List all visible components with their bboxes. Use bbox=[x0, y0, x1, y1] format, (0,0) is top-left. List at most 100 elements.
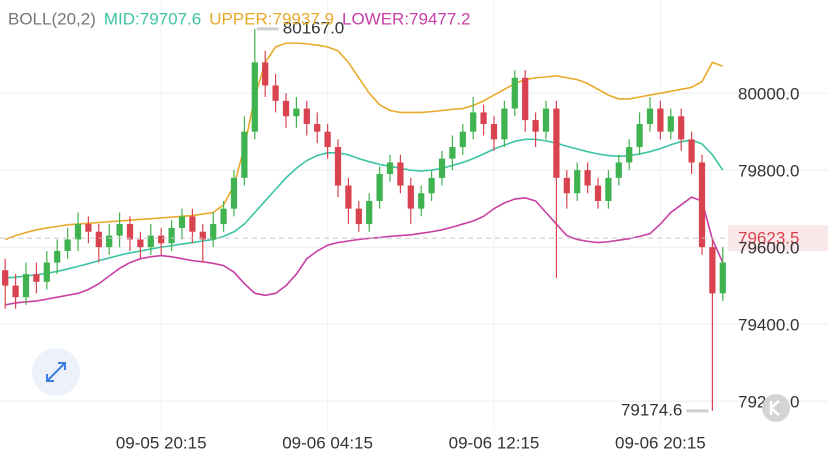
candle-body bbox=[303, 108, 310, 124]
candle-body bbox=[719, 262, 726, 294]
candle-body bbox=[189, 216, 196, 232]
candle-body bbox=[345, 185, 352, 209]
last-price-tag bbox=[728, 225, 828, 252]
band-line bbox=[5, 196, 724, 306]
candle-body bbox=[542, 108, 550, 132]
legend: BOLL(20,2) MID:79707.6 UPPER:79937.9 LOWER:… bbox=[8, 9, 471, 28]
candle-body bbox=[522, 77, 529, 121]
candle-body bbox=[657, 108, 664, 132]
candle-body bbox=[43, 262, 50, 282]
candle-body bbox=[511, 77, 518, 109]
candle-body bbox=[106, 235, 113, 248]
candle-body bbox=[85, 224, 92, 232]
candle-body bbox=[168, 227, 175, 244]
candle-body bbox=[126, 224, 134, 240]
y-tick-label: 79400.0 bbox=[738, 316, 799, 335]
candle-body bbox=[355, 208, 362, 225]
x-tick-label: 09-06 04:15 bbox=[282, 433, 373, 452]
candle-body bbox=[376, 174, 383, 201]
brand-logo bbox=[762, 394, 790, 422]
candle-body bbox=[33, 274, 40, 282]
candle-body bbox=[334, 147, 342, 186]
y-tick-label: 80000.0 bbox=[738, 85, 799, 104]
candle-body bbox=[688, 139, 695, 163]
candle-body bbox=[678, 116, 685, 140]
candle-body bbox=[220, 208, 227, 225]
bands bbox=[4, 42, 724, 306]
candle-body bbox=[147, 235, 154, 248]
candle-body bbox=[501, 108, 508, 140]
candle-body bbox=[553, 108, 560, 178]
annotations: 79623.5 80167.0 79174.6 bbox=[0, 18, 828, 419]
candle-body bbox=[428, 177, 435, 194]
logo-mark bbox=[769, 400, 780, 416]
candle-body bbox=[199, 231, 206, 240]
candle-body bbox=[532, 120, 539, 132]
x-tick-label: 09-05 20:15 bbox=[116, 433, 207, 452]
x-tick-label: 09-06 20:15 bbox=[615, 433, 706, 452]
low-marker-label: 79174.6 bbox=[621, 400, 682, 419]
candle-body bbox=[438, 158, 446, 178]
candle-body bbox=[470, 112, 477, 132]
candle-body bbox=[594, 185, 602, 201]
candle-body bbox=[407, 185, 414, 209]
candle-body bbox=[418, 193, 425, 209]
candle-body bbox=[605, 177, 612, 201]
candle-body bbox=[480, 112, 487, 124]
candle-body bbox=[709, 247, 716, 294]
candle-body bbox=[563, 177, 570, 194]
candle-body bbox=[397, 162, 404, 186]
candle-body bbox=[366, 200, 373, 225]
expand-icon[interactable] bbox=[46, 362, 66, 382]
indicator-label: BOLL(20,2) bbox=[8, 9, 96, 28]
high-marker-label: 80167.0 bbox=[283, 18, 344, 37]
legend-entry: LOWER:79477.2 bbox=[342, 9, 471, 28]
candle-body bbox=[158, 235, 165, 244]
candle-body bbox=[584, 170, 591, 186]
logo-circle bbox=[762, 394, 790, 422]
axes: 79200.079400.079600.079800.080000.009-05… bbox=[116, 85, 800, 453]
legend-entry: UPPER:79937.9 bbox=[209, 9, 334, 28]
candle-body bbox=[178, 216, 186, 228]
candle-body bbox=[293, 108, 300, 117]
candle-body bbox=[490, 123, 498, 140]
candle-body bbox=[22, 274, 30, 298]
candle-body bbox=[615, 162, 622, 178]
candle-body bbox=[386, 162, 394, 175]
candle-body bbox=[636, 123, 643, 148]
candle-body bbox=[667, 116, 674, 132]
y-tick-label: 79600.0 bbox=[738, 239, 799, 258]
candle-body bbox=[262, 62, 269, 86]
legend-entry: MID:79707.6 bbox=[104, 9, 201, 28]
candle-body bbox=[251, 62, 258, 132]
candle-body bbox=[314, 123, 321, 132]
candle-body bbox=[210, 224, 217, 240]
candle-body bbox=[230, 177, 238, 209]
candle-body bbox=[64, 239, 71, 251]
candle-body bbox=[137, 239, 144, 248]
candle-body bbox=[2, 270, 9, 286]
candle-body bbox=[698, 162, 706, 248]
expand-button[interactable] bbox=[32, 348, 80, 396]
candles bbox=[2, 28, 726, 411]
x-tick-label: 09-06 12:15 bbox=[449, 433, 540, 452]
candle-body bbox=[95, 231, 102, 248]
y-tick-label: 79800.0 bbox=[738, 162, 799, 181]
candle-body bbox=[74, 224, 82, 240]
candle-body bbox=[116, 224, 123, 236]
candle-body bbox=[241, 131, 248, 178]
band-line bbox=[5, 138, 724, 279]
candle-body bbox=[459, 131, 466, 148]
last-price-label: 79623.5 bbox=[738, 229, 799, 248]
candle-body bbox=[574, 170, 581, 194]
candle-body bbox=[282, 100, 290, 117]
candle-body bbox=[626, 147, 633, 163]
band-line bbox=[4, 42, 724, 241]
candle-body bbox=[272, 85, 279, 101]
candle-body bbox=[646, 108, 654, 124]
candle-body bbox=[449, 147, 456, 159]
candle-body bbox=[324, 131, 331, 148]
candle-body bbox=[12, 285, 19, 298]
candle-body bbox=[54, 250, 61, 263]
